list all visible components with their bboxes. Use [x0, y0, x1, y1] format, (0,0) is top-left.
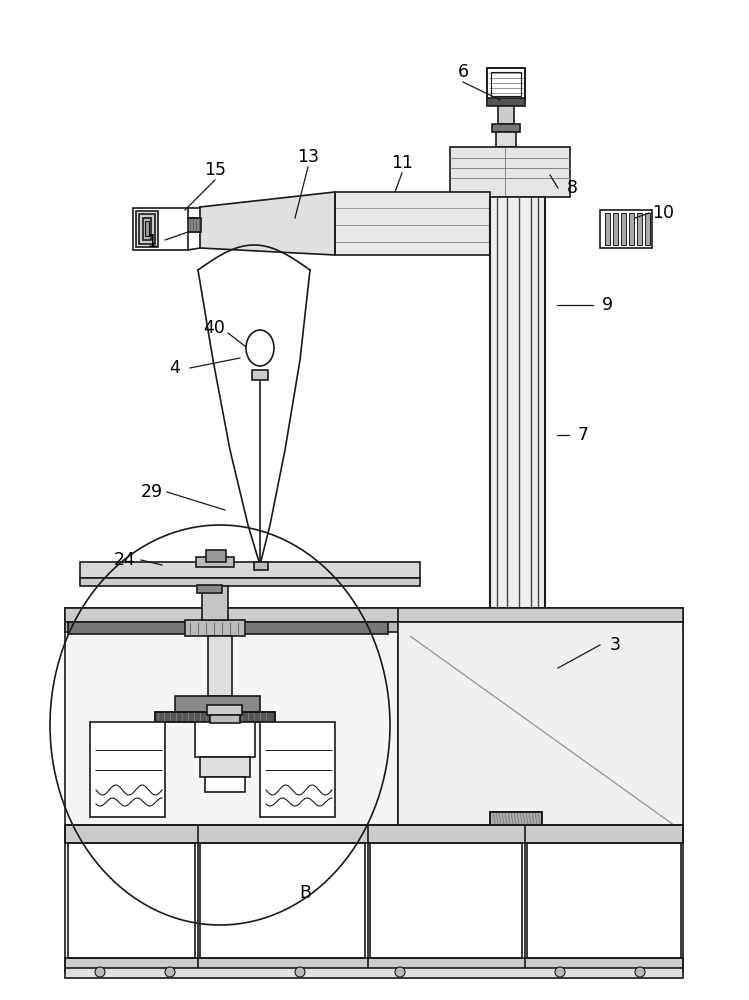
Bar: [335, 192, 490, 255]
Bar: [200, 843, 365, 958]
Text: 7: 7: [577, 426, 589, 444]
Bar: [260, 722, 335, 817]
Bar: [65, 825, 683, 972]
Bar: [483, 810, 553, 825]
Bar: [252, 370, 268, 380]
Ellipse shape: [246, 330, 274, 366]
Text: 3: 3: [610, 636, 620, 654]
Circle shape: [95, 967, 105, 977]
Circle shape: [635, 967, 645, 977]
Bar: [498, 106, 514, 124]
Bar: [487, 68, 525, 100]
Bar: [205, 777, 245, 792]
Bar: [206, 550, 226, 562]
Bar: [133, 208, 188, 250]
Bar: [80, 578, 420, 586]
Bar: [65, 968, 683, 978]
Polygon shape: [200, 192, 335, 255]
Bar: [197, 585, 222, 593]
Bar: [145, 221, 149, 236]
Bar: [139, 214, 155, 244]
Text: 11: 11: [391, 154, 413, 172]
Text: B: B: [299, 884, 311, 902]
Bar: [490, 812, 542, 830]
Bar: [483, 810, 553, 825]
Bar: [65, 958, 683, 972]
Bar: [600, 210, 652, 248]
Bar: [210, 715, 240, 723]
Circle shape: [555, 967, 565, 977]
Text: 29: 29: [141, 483, 163, 501]
Circle shape: [165, 967, 175, 977]
Bar: [629, 213, 634, 245]
Bar: [65, 622, 683, 632]
Bar: [254, 562, 268, 570]
Circle shape: [295, 967, 305, 977]
Bar: [621, 213, 626, 245]
Bar: [208, 636, 232, 696]
Bar: [80, 562, 420, 578]
Bar: [487, 68, 525, 100]
Text: 40: 40: [203, 319, 225, 337]
Bar: [207, 705, 242, 715]
Bar: [490, 812, 542, 830]
Bar: [450, 147, 570, 197]
Text: 8: 8: [566, 179, 577, 197]
Bar: [65, 825, 683, 843]
Bar: [645, 213, 650, 245]
Text: 1: 1: [147, 233, 157, 251]
Bar: [65, 608, 683, 622]
Bar: [187, 218, 201, 232]
Bar: [487, 98, 525, 106]
Bar: [155, 712, 275, 722]
Bar: [398, 622, 683, 833]
Bar: [496, 132, 516, 147]
Bar: [175, 696, 260, 712]
Bar: [143, 218, 151, 240]
Bar: [200, 757, 250, 777]
Bar: [68, 622, 388, 634]
Bar: [68, 843, 195, 958]
Text: 6: 6: [458, 63, 469, 81]
Text: 15: 15: [204, 161, 226, 179]
Bar: [90, 722, 165, 817]
Bar: [136, 211, 158, 247]
Bar: [637, 213, 642, 245]
Text: 13: 13: [297, 148, 319, 166]
Text: 9: 9: [601, 296, 613, 314]
Bar: [493, 823, 544, 831]
Bar: [605, 213, 610, 245]
Bar: [492, 124, 520, 132]
Bar: [185, 620, 245, 636]
Bar: [195, 722, 255, 757]
Bar: [370, 843, 522, 958]
Text: 24: 24: [114, 551, 136, 569]
Bar: [490, 197, 545, 810]
Bar: [491, 72, 521, 96]
Text: 4: 4: [169, 359, 181, 377]
Bar: [613, 213, 618, 245]
Bar: [155, 712, 275, 722]
Bar: [527, 843, 681, 958]
Bar: [65, 608, 683, 833]
Text: 10: 10: [652, 204, 674, 222]
Bar: [202, 586, 228, 620]
Bar: [196, 557, 234, 567]
Circle shape: [395, 967, 405, 977]
